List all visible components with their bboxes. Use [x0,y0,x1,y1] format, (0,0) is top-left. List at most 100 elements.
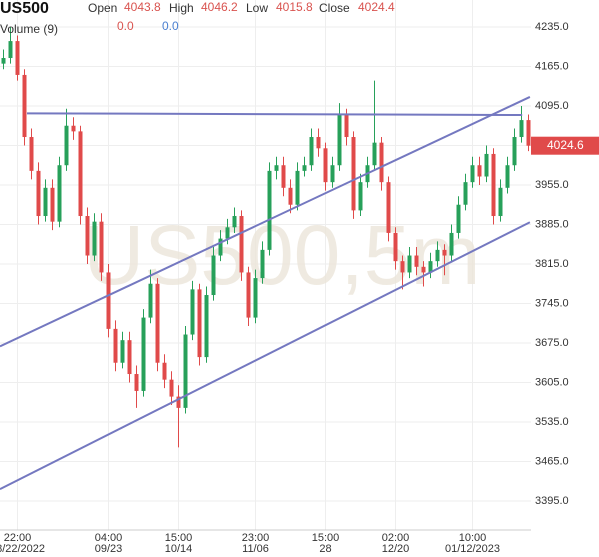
candle-body [274,165,279,171]
candle-body [71,125,76,132]
candle-body [288,187,293,205]
candle-body [407,255,412,273]
candle-body [176,396,181,408]
candle-body [239,216,244,273]
x-tick-label: 10:00 [459,532,487,544]
candle-body [120,340,125,363]
x-tick-label: 15:00 [312,532,340,544]
candle-body [197,289,202,358]
candle-body [386,182,391,233]
candle-body [337,114,342,166]
y-tick-label: 3885.0 [535,218,569,230]
candle-body [421,266,426,273]
x-tick-label: 11/06 [242,543,269,555]
x-tick-label: 09/23 [95,543,123,555]
candle-body [134,374,139,391]
candle-body [393,232,398,262]
candle-body [169,379,174,397]
y-tick-label: 4235.0 [535,21,569,33]
candle-body [379,142,384,183]
y-tick-label: 3745.0 [535,297,569,309]
candle-body [414,255,419,267]
trend-line [0,96,531,348]
candle-body [204,295,209,358]
candle-body [78,131,83,217]
candle-body [246,272,251,318]
candle-body [428,261,433,273]
candle-body [442,249,447,256]
candle-body [484,153,489,177]
x-tick-label: 12/20 [382,543,410,555]
candle-body [183,334,188,408]
candle-body [351,137,356,211]
candle-body [106,272,111,329]
candle-body [64,125,69,166]
x-tick-label: 22:00 [4,532,32,544]
candle-body [190,289,195,335]
candle-body [1,58,6,64]
candle-body [309,137,314,166]
x-tick-label: 02:00 [382,532,410,544]
candle-body [449,232,454,256]
candle-body [148,283,153,318]
candle-body [267,170,272,250]
candle-body [57,165,62,222]
candle-body [22,74,27,138]
candle-body [512,137,517,166]
x-tick-label: 04:00 [95,532,123,544]
x-tick-label: 08/22/2022 [0,543,45,555]
candle-body [127,340,132,375]
price-tag [531,136,599,155]
volume-label: Volume (9) [0,22,58,36]
y-tick-label: 3675.0 [535,337,569,349]
y-tick-label: 3465.0 [535,455,569,467]
volume-value: 0.0 [162,19,179,33]
y-tick-label: 3395.0 [535,495,569,507]
candle-body [8,41,13,59]
candle-body [85,216,90,256]
y-tick-label: 4095.0 [535,100,569,112]
x-tick-label: 28 [319,543,331,555]
open-value: 4043.8 [124,0,161,14]
high-label: High [169,1,194,15]
candle-body [302,165,307,171]
trend-line [0,221,531,491]
candle-body [141,317,146,391]
candle-body [470,165,475,183]
close-label: Close [319,1,350,15]
y-tick-label: 3605.0 [535,376,569,388]
candle-body [29,137,34,171]
low-label: Low [246,1,268,15]
candle-body [463,182,468,205]
candle-body [92,221,97,256]
candle-body [162,362,167,380]
candle-body [36,170,41,217]
candle-body [435,249,440,262]
symbol: US500 [0,0,49,17]
candle-body [344,114,349,138]
candle-body [400,261,405,273]
candle-body [225,227,230,239]
candle-body [211,255,216,296]
candle-body [50,187,55,222]
y-tick-label: 4165.0 [535,60,569,72]
candle-body [372,142,377,166]
candle-body [526,120,531,146]
candle-body [113,328,118,363]
candle-body [155,283,160,363]
candle-body [99,221,104,273]
candle-body [330,165,335,183]
x-tick-label: 01/12/2023 [445,543,500,555]
candle-body [260,249,265,279]
close-value: 4024.4 [358,0,395,14]
candle-body [316,137,321,149]
x-tick-label: 10/14 [165,543,193,555]
candle-body [295,170,300,205]
candle-body [15,41,20,75]
candle-body [323,148,328,183]
volume-value: 0.0 [117,19,134,33]
candle-body [519,120,524,138]
candle-body [253,278,258,318]
candle-body [43,187,48,217]
